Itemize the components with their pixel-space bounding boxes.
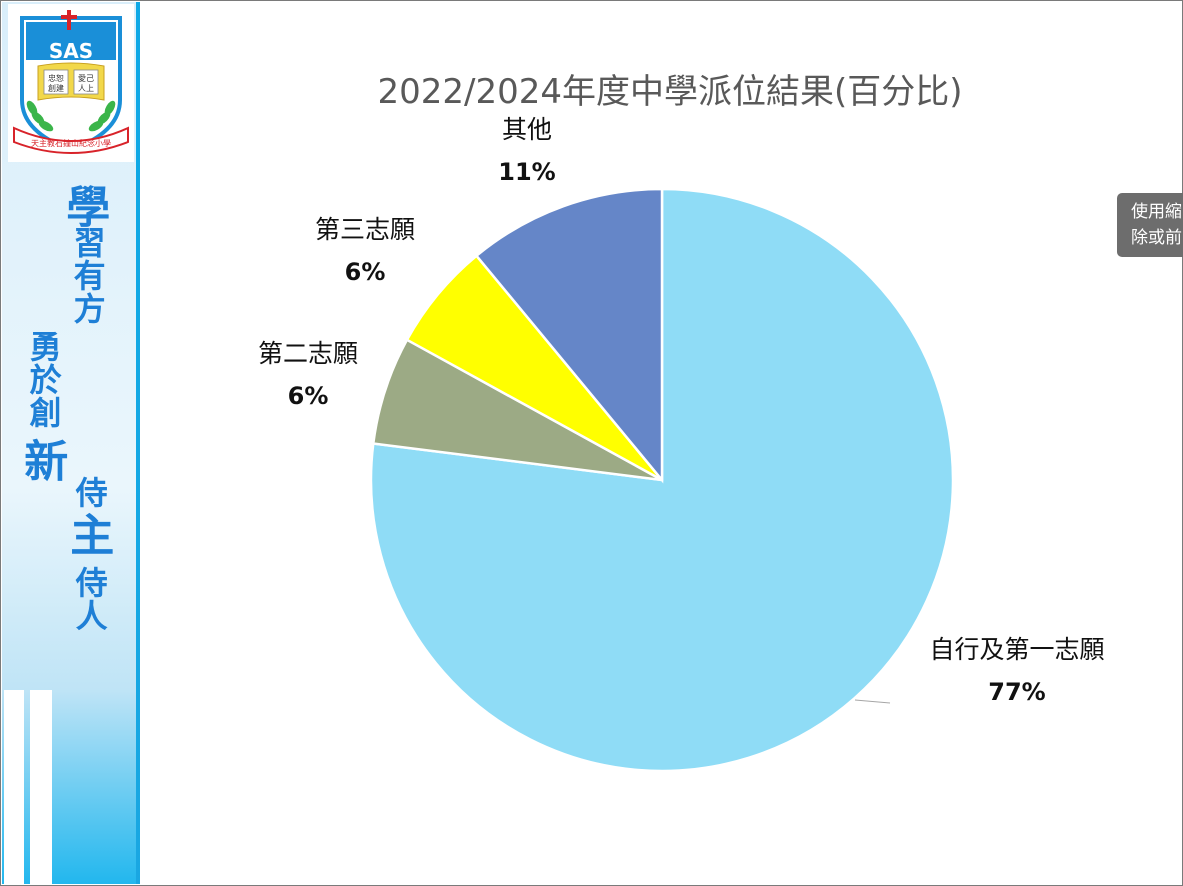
- slice-first-choice-label: 自行及第一志願: [929, 635, 1104, 664]
- slice-other-percent: 11%: [498, 158, 555, 186]
- slice-second-choice-label: 第二志願: [258, 339, 358, 368]
- slice-other-label: 其他: [502, 115, 552, 144]
- chart-title: 2022/2024年度中學派位結果(百分比): [377, 72, 963, 112]
- tooltip-line-2: 除或前: [1131, 228, 1182, 248]
- tooltip-line-1: 使用縮: [1131, 202, 1182, 222]
- slogan-char-shi: 侍: [70, 476, 109, 509]
- book-icon: [43, 69, 69, 95]
- logo-ribbon: [13, 126, 129, 154]
- leader-line: [854, 699, 891, 704]
- slogan-char-zhu: 主: [62, 512, 114, 557]
- sidebar-stripe-left: [4, 690, 24, 884]
- slogan-char-xue: 學: [58, 184, 110, 229]
- logo-book-text-3: 愛己: [78, 73, 94, 83]
- slice-other: [474, 187, 664, 484]
- laurel-icon: [26, 100, 116, 132]
- school-logo: SAS 忠恕 創建 愛己 人上 天主教石鐘山紀念小學: [8, 4, 134, 162]
- school-logo-graphic: SAS 忠恕 創建 愛己 人上 天主教石鐘山紀念小學: [13, 10, 129, 154]
- slogan-line2: 勇於創: [24, 330, 63, 429]
- logo-book-text-1: 忠恕: [48, 73, 64, 83]
- slice-third-choice-percent: 6%: [345, 258, 386, 286]
- slogan-line1: 習有方: [68, 226, 107, 325]
- logo-book-text-2: 創建: [48, 83, 64, 93]
- logo-book-text-4: 人上: [78, 84, 94, 93]
- slogan-char-xin: 新: [16, 438, 68, 483]
- logo-ribbon-text: 天主教石鐘山紀念小學: [31, 138, 111, 148]
- slice-third-choice-label: 第三志願: [315, 215, 415, 244]
- slice-second-choice-percent: 6%: [288, 382, 329, 410]
- sidebar-edge: [136, 2, 140, 884]
- sidebar-stripe-right: [30, 690, 52, 884]
- logo-initials: SAS: [49, 39, 93, 63]
- cross-icon: [67, 10, 71, 30]
- slice-first-choice-percent: 77%: [988, 678, 1045, 706]
- slogan-line3: 侍人: [70, 566, 109, 632]
- tooltip-popup: 使用縮 除或前: [1117, 193, 1183, 257]
